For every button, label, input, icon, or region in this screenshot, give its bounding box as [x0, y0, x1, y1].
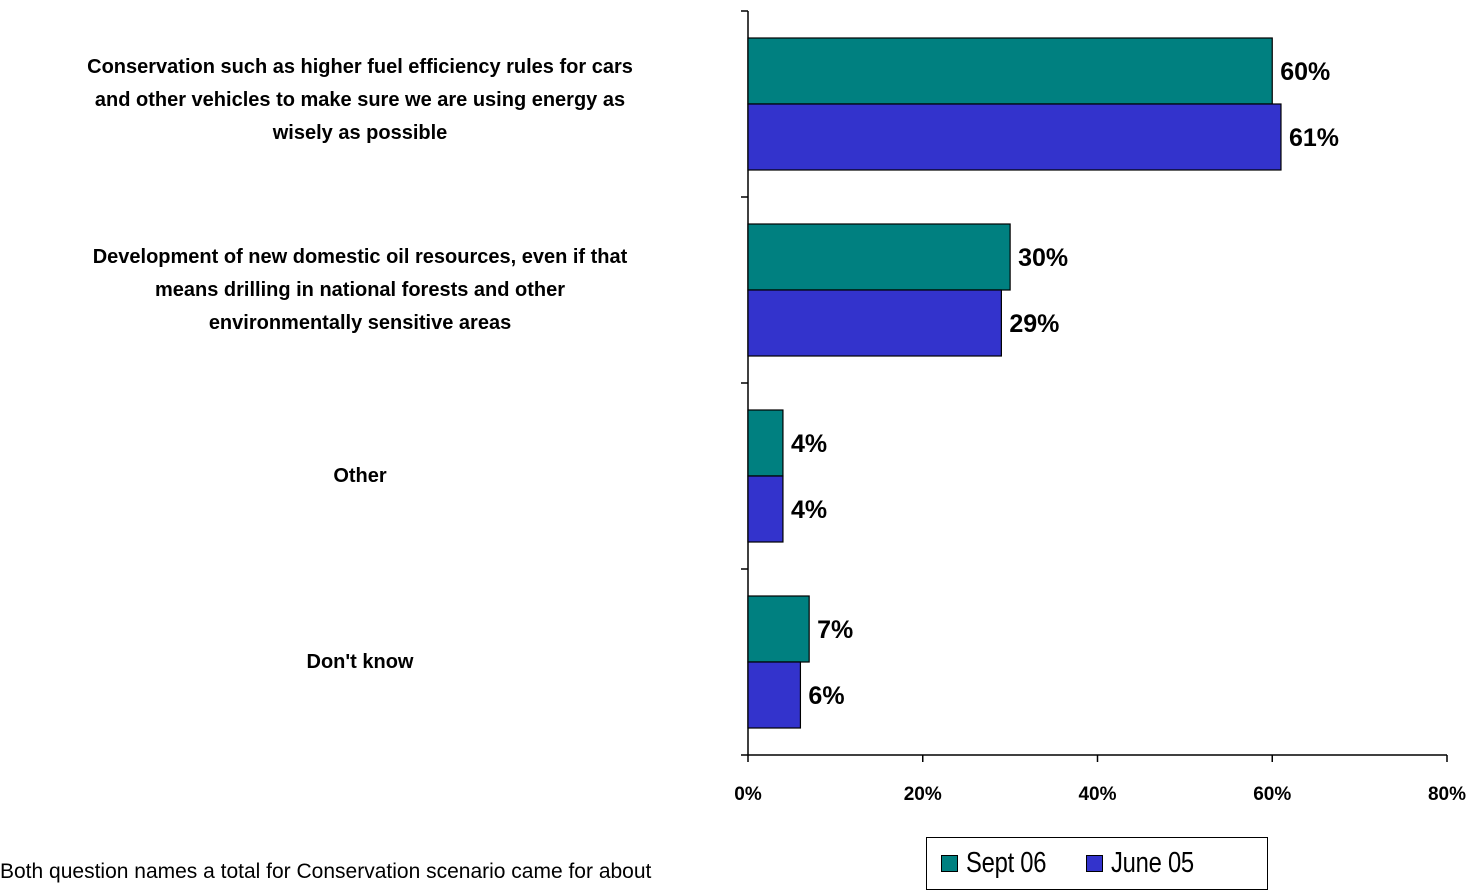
bar-june-05: [747, 103, 1282, 171]
category-label: Conservation such as higher fuel efficie…: [0, 51, 730, 150]
x-tick-labels: 0% 20% 40% 60% 80%: [734, 784, 1466, 805]
category-label-line: Conservation such as higher fuel efficie…: [87, 55, 633, 78]
bar-june-05: [747, 475, 784, 543]
x-tick-label: 80%: [1428, 784, 1466, 805]
data-label: 30%: [1018, 244, 1068, 272]
legend-swatch-sept-06: [941, 855, 958, 872]
bar-sept-06: [747, 37, 1273, 105]
category-label-line: environmentally sensitive areas: [208, 311, 512, 334]
data-label: 29%: [1009, 310, 1059, 338]
bar-sept-06: [747, 223, 1011, 291]
bar-june-05: [747, 289, 1002, 357]
legend-label-sept-06: Sept 06: [966, 847, 1047, 879]
bar-sept-06: [747, 595, 810, 663]
data-label: 61%: [1289, 124, 1339, 152]
legend-item-sept-06: Sept 06: [941, 847, 1064, 880]
data-label: 4%: [791, 496, 827, 524]
category-label-line: means drilling in national forests and o…: [154, 278, 566, 301]
legend-item-june-05: June 05: [1085, 847, 1212, 880]
category-label: Development of new domestic oil resource…: [0, 241, 730, 340]
legend: Sept 06 June 05: [926, 837, 1268, 890]
category-label-line: and other vehicles to make sure we are u…: [94, 88, 626, 111]
legend-swatch-june-05: [1085, 855, 1103, 872]
data-label: 6%: [808, 682, 844, 710]
data-label: 7%: [817, 616, 853, 644]
legend-label-june-05: June 05: [1110, 847, 1194, 879]
x-tick-label: 60%: [1253, 784, 1291, 805]
footnote: Both question names a total for Conserva…: [0, 860, 652, 883]
category-label-line: wisely as possible: [272, 121, 448, 144]
category-label: Don't know: [0, 646, 730, 679]
value-labels: 60% 61% 30% 29% 4% 4% 7% 6%: [791, 58, 1339, 710]
x-tick-label: 40%: [1078, 784, 1116, 805]
bar-sept-06: [747, 409, 784, 477]
category-label: Other: [0, 460, 730, 493]
category-label-line: Development of new domestic oil resource…: [92, 245, 628, 268]
data-label: 60%: [1280, 58, 1330, 86]
data-label: 4%: [791, 430, 827, 458]
x-tick-label: 0%: [734, 784, 762, 805]
x-tick-label: 20%: [904, 784, 942, 805]
category-label-line: Other: [333, 464, 387, 487]
bars: [747, 37, 1282, 729]
bar-june-05: [747, 661, 802, 729]
category-label-line: Don't know: [306, 650, 414, 673]
